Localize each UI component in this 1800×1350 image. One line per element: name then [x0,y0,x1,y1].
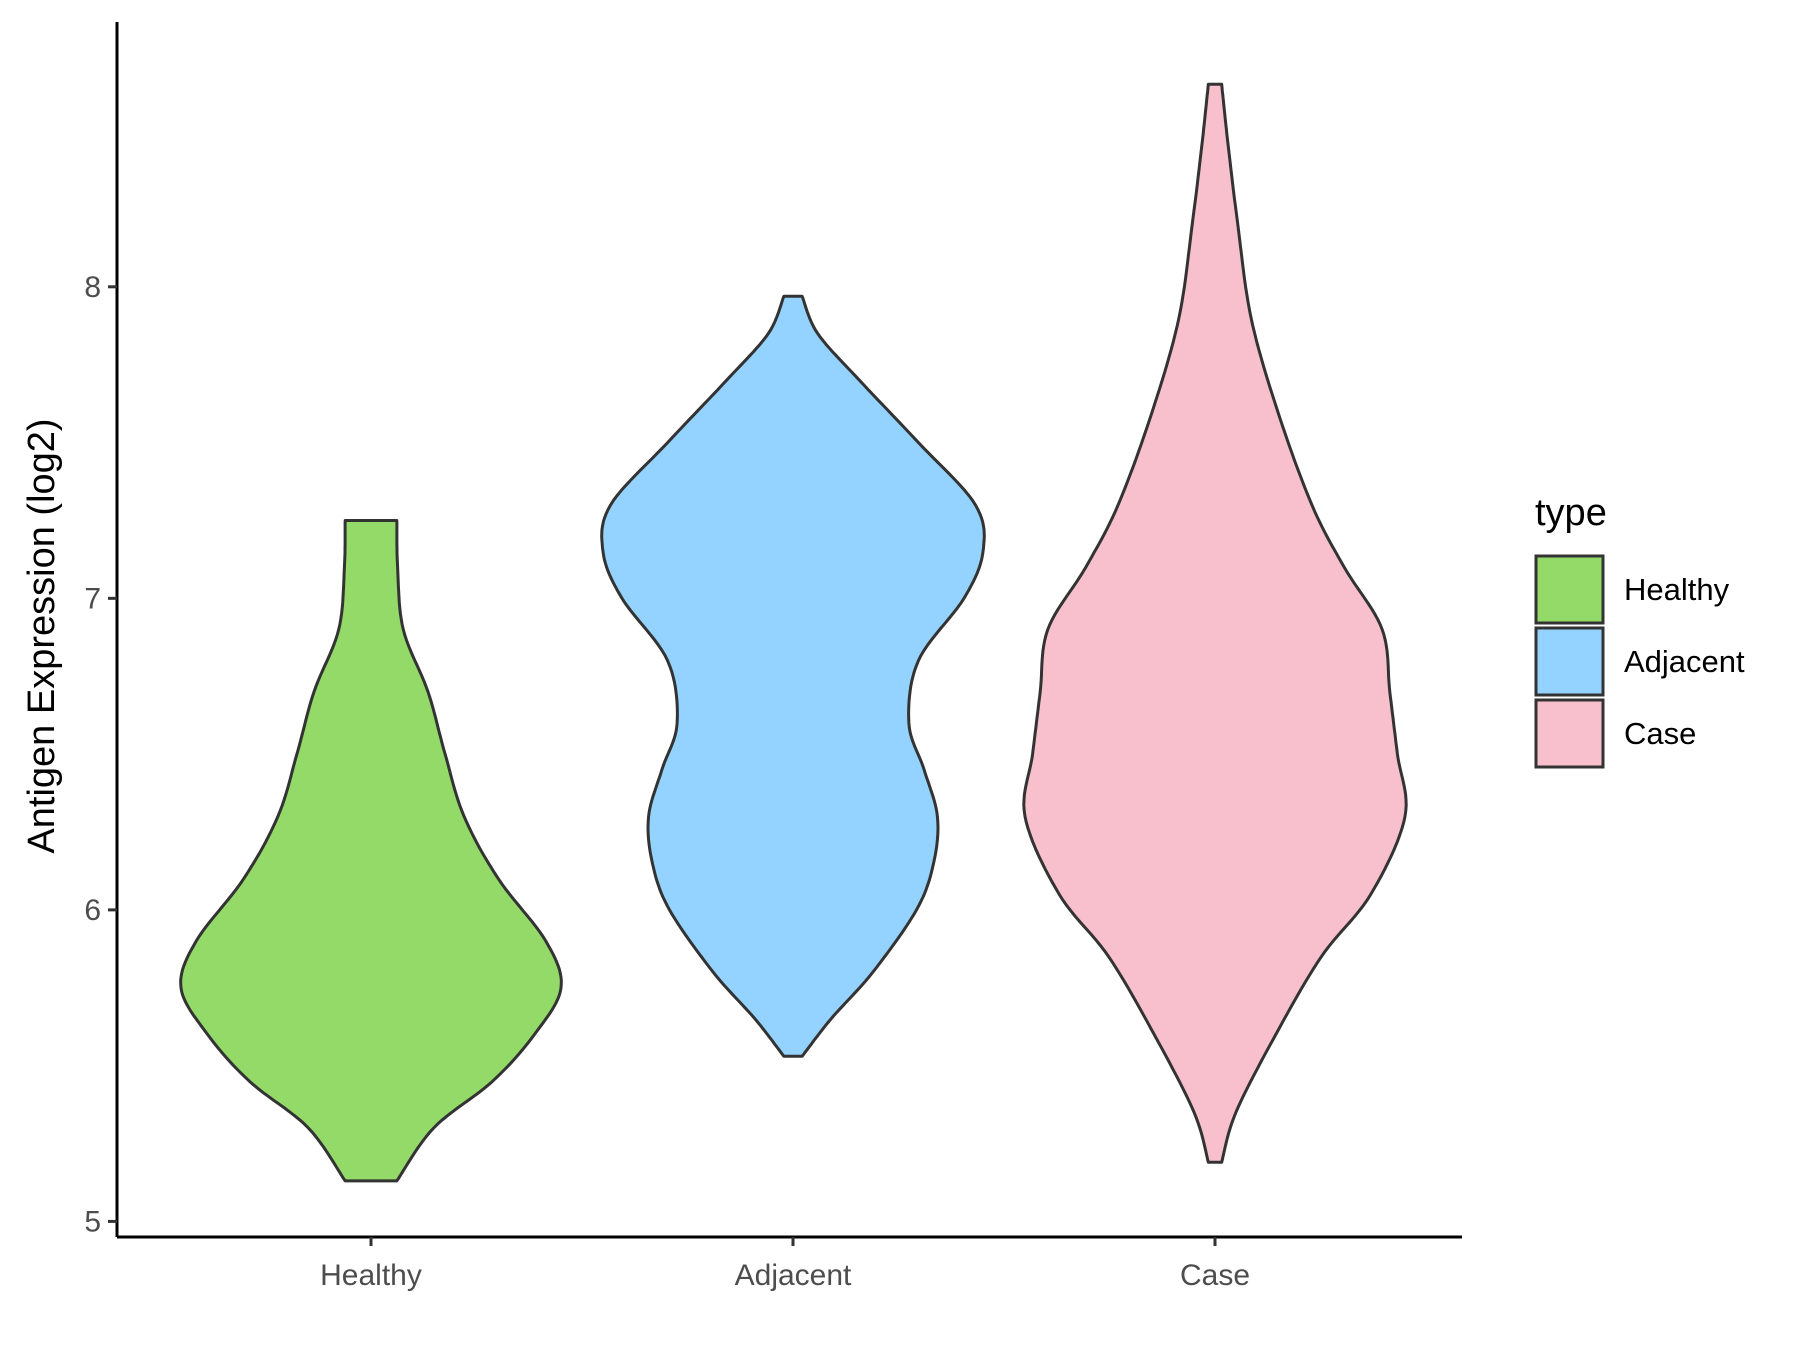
y-axis-title: Antigen Expression (log2) [21,418,63,853]
y-tick-label: 8 [84,271,101,304]
legend-label-adjacent: Adjacent [1624,644,1745,679]
violin-healthy [179,519,563,1183]
x-tick-label-case: Case [1180,1259,1250,1292]
violin-adjacent [600,294,986,1058]
legend-swatch-case [1534,698,1605,769]
x-tick-label-healthy: Healthy [320,1259,422,1292]
axes [115,22,1462,1239]
legend-title: type [1535,492,1607,534]
violin-case [1022,82,1408,1164]
legend-swatch-healthy [1534,554,1605,625]
y-ticks: 5 6 7 8 [84,271,117,1238]
violin-group [179,82,1408,1183]
y-tick-label: 5 [84,1205,101,1238]
legend-swatch-adjacent [1534,626,1605,697]
x-tick-label-adjacent: Adjacent [735,1259,852,1292]
x-ticks: Healthy Adjacent Case [320,1237,1250,1292]
legend-label-case: Case [1624,716,1696,751]
y-tick-label: 7 [84,582,101,615]
legend-label-healthy: Healthy [1624,572,1730,607]
legend-entries: Healthy Adjacent Case [1534,554,1745,769]
y-tick-label: 6 [84,894,101,927]
legend: type Healthy Adjacent Case [1534,492,1745,769]
